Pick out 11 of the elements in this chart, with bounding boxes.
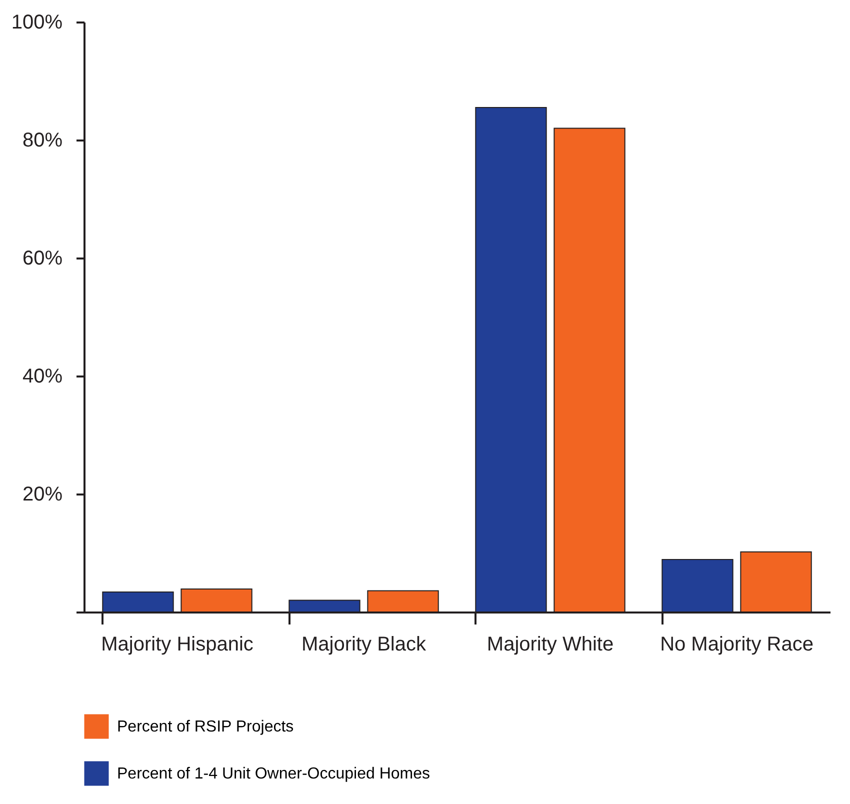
x-tick-label: Majority Black (302, 634, 427, 656)
y-tick-label: 80% (22, 130, 63, 152)
y-tick-label: 60% (22, 248, 63, 270)
y-tick-label: 40% (22, 366, 63, 388)
y-tick-label: 100% (11, 12, 63, 34)
x-tick-label: No Majority Race (660, 634, 814, 656)
legend-label: Percent of 1-4 Unit Owner-Occupied Homes (117, 766, 430, 782)
y-tick-label: 20% (22, 484, 63, 506)
x-tick-label: Majority Hispanic (101, 634, 254, 656)
x-tick-label: Majority White (486, 634, 614, 656)
legend-label: Percent of RSIP Projects (117, 718, 294, 736)
